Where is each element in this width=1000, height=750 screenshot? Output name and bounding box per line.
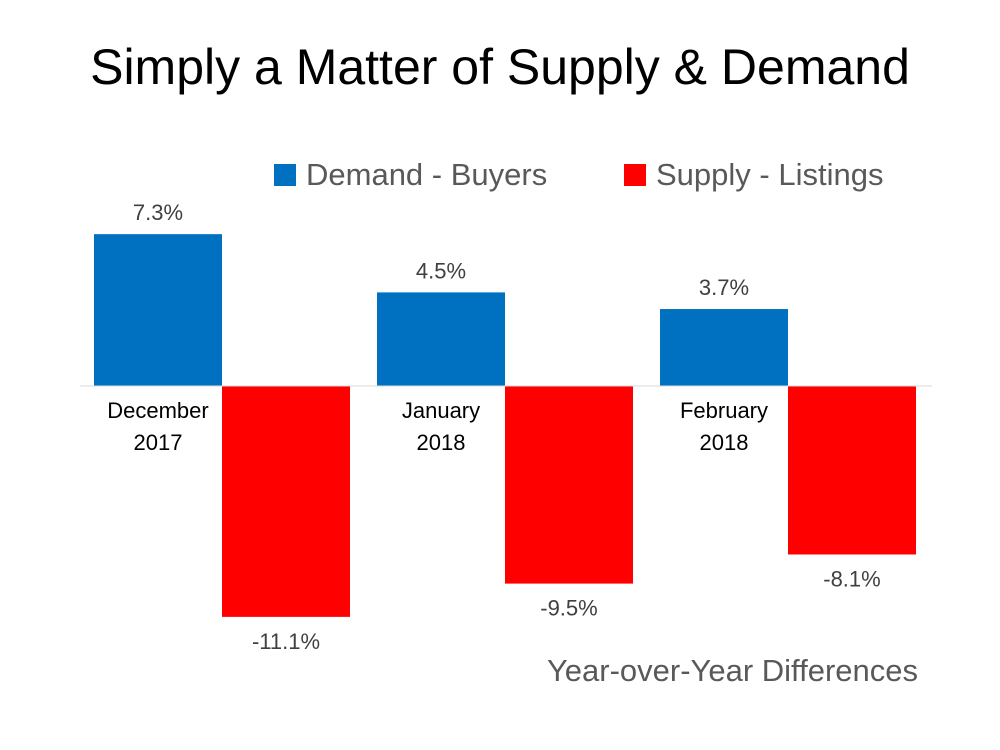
category-label-1-line-0: January <box>402 398 480 423</box>
bars <box>94 234 916 617</box>
bar-demand-0 <box>94 234 222 386</box>
category-label-1-line-1: 2018 <box>417 430 466 455</box>
bar-demand-1 <box>377 292 505 386</box>
data-label-supply-2: -8.1% <box>823 566 880 591</box>
data-label-demand-1: 4.5% <box>416 258 466 283</box>
data-label-supply-0: -11.1% <box>252 629 320 654</box>
data-label-supply-1: -9.5% <box>540 596 597 621</box>
category-label-0-line-0: December <box>107 398 208 423</box>
labels: 7.3% -11.1% December 2017 4.5% -9.5% January 20… <box>107 200 880 654</box>
category-label-2-line-0: February <box>680 398 768 423</box>
data-label-demand-0: 7.3% <box>133 200 183 225</box>
category-label-0-line-1: 2017 <box>134 430 183 455</box>
legend-swatch-supply <box>624 164 646 186</box>
chart-subtitle: Year-over-Year Differences <box>547 653 918 688</box>
legend-label-demand: Demand - Buyers <box>306 157 547 192</box>
bar-demand-2 <box>660 309 788 386</box>
bar-supply-2 <box>788 386 916 555</box>
bar-supply-1 <box>505 386 633 584</box>
bar-supply-0 <box>222 386 350 617</box>
category-label-2-line-1: 2018 <box>700 430 749 455</box>
chart-title: Simply a Matter of Supply & Demand <box>90 39 910 95</box>
legend-label-supply: Supply - Listings <box>656 157 883 192</box>
legend: Demand - Buyers Supply - Listings <box>274 157 883 192</box>
data-label-demand-2: 3.7% <box>699 275 749 300</box>
legend-swatch-demand <box>274 164 296 186</box>
